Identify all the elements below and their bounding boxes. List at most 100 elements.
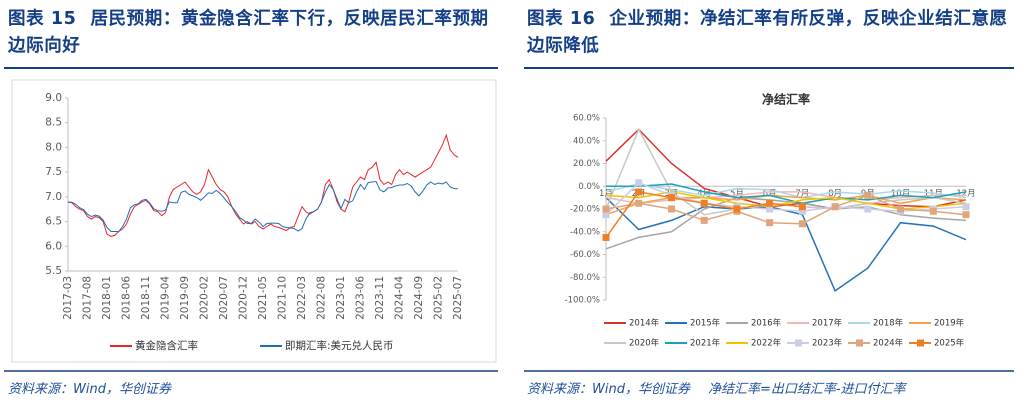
point-marker <box>798 203 806 211</box>
series-line <box>68 180 459 232</box>
y-tick-label: -40.0% <box>570 227 600 237</box>
y-tick-label: 40.0% <box>573 136 600 146</box>
series-line <box>605 191 966 205</box>
legend-marker <box>917 339 924 347</box>
x-tick-label: 2017-08 <box>82 276 94 320</box>
x-tick-label: 2023-06 <box>355 276 367 320</box>
y-tick-label: 0.0% <box>578 182 600 192</box>
point-marker <box>798 220 806 228</box>
x-tick-label: 2021-10 <box>277 276 289 320</box>
chart-frame <box>11 79 497 363</box>
y-tick-label: 20.0% <box>573 159 600 169</box>
panel-title: 图表 16 企业预期：净结汇率有所反弹，反映企业结汇意愿边际降低 <box>527 6 1013 60</box>
y-tick-label: -20.0% <box>570 205 600 215</box>
x-tick-label: 2024-04 <box>394 276 406 320</box>
x-tick-label: 2017-03 <box>62 276 74 320</box>
legend-label: 2021年 <box>690 338 721 349</box>
point-marker <box>897 205 905 213</box>
x-tick-label: 6月 <box>763 189 777 199</box>
x-tick-label: 4月 <box>697 189 711 199</box>
point-marker <box>635 188 643 196</box>
y-tick-label: 7.0 <box>45 191 62 203</box>
point-marker <box>766 219 774 227</box>
legend-label: 黄金隐含汇率 <box>135 339 198 352</box>
legend-marker <box>856 339 863 347</box>
y-tick-label: 7.5 <box>45 166 62 178</box>
x-tick-label: 2018-06 <box>121 276 133 320</box>
source: 资料来源：Wind，华创证券 <box>8 382 171 397</box>
x-tick-label: 2020-02 <box>199 276 211 320</box>
point-marker <box>667 194 675 202</box>
legend-label: 2022年 <box>751 338 782 349</box>
legend-label: 2019年 <box>934 318 965 329</box>
figure-label: 图表 15 <box>8 9 77 29</box>
point-marker <box>602 233 610 241</box>
y-tick-label: 6.0 <box>45 240 62 252</box>
point-marker <box>962 203 970 211</box>
source-text: 资料来源：Wind，华创证券 <box>527 382 690 397</box>
point-marker <box>864 205 872 213</box>
x-tick-label: 2019-04 <box>160 276 172 320</box>
x-tick-label: 2022-08 <box>316 276 328 320</box>
point-marker <box>766 205 774 213</box>
y-tick-label: 8.5 <box>45 117 62 129</box>
legend-label: 2024年 <box>873 338 904 349</box>
point-marker <box>602 211 610 219</box>
note: 净结汇率=出口结汇率-进口付汇率 <box>707 382 906 397</box>
series-line <box>605 196 967 250</box>
chart-title: 净结汇率 <box>762 92 810 107</box>
point-marker <box>864 191 872 199</box>
series-line <box>605 194 967 225</box>
legend-label: 2015年 <box>690 318 721 329</box>
point-marker <box>766 199 774 207</box>
series-line <box>605 181 967 216</box>
legend-label: 2020年 <box>629 338 660 349</box>
x-tick-label: 1月 <box>599 189 613 199</box>
x-tick-label: 7月 <box>795 189 809 199</box>
figure-label: 图表 16 <box>527 9 596 29</box>
legend-label: 2018年 <box>873 318 904 329</box>
x-tick-label: 2020-12 <box>238 276 250 320</box>
x-tick-label: 5月 <box>730 189 744 199</box>
x-tick-label: 8月 <box>828 189 842 199</box>
y-tick-label: 6.5 <box>45 216 62 228</box>
title-text: 居民预期：黄金隐含汇率下行，反映居民汇率预期边际向好 <box>8 9 489 56</box>
x-tick-label: 2022-03 <box>296 276 308 320</box>
y-tick-label: -80.0% <box>570 273 600 283</box>
x-tick-label: 2025-07 <box>452 276 464 320</box>
point-marker <box>733 205 741 213</box>
x-tick-label: 2018-01 <box>101 276 113 320</box>
point-marker <box>700 199 708 207</box>
x-tick-label: 2023-01 <box>335 276 347 320</box>
x-tick-label: 2021-05 <box>257 276 269 320</box>
y-tick-label: 9.0 <box>45 92 62 104</box>
series-line <box>606 183 967 205</box>
point-marker <box>700 216 708 224</box>
point-marker <box>929 207 937 215</box>
point-marker <box>635 199 643 207</box>
y-tick-label: 5.5 <box>45 265 62 277</box>
y-tick-label: -60.0% <box>570 250 600 260</box>
point-marker <box>602 205 610 213</box>
x-tick-label: 2024-09 <box>413 276 425 320</box>
point-marker <box>667 205 675 213</box>
x-tick-label: 2019-09 <box>179 276 191 320</box>
x-tick-label: 2018-11 <box>140 276 152 320</box>
legend-label: 2016年 <box>751 318 782 329</box>
series-line <box>605 197 967 293</box>
point-marker <box>962 211 970 219</box>
point-marker <box>831 203 839 211</box>
series-line <box>605 183 967 199</box>
y-tick-label: 8.0 <box>45 141 62 153</box>
legend-label: 2023年 <box>812 338 843 349</box>
legend-label: 2025年 <box>934 338 965 349</box>
legend-label: 即期汇率:美元兑人民币 <box>285 339 394 352</box>
point-marker <box>798 207 806 215</box>
legend-marker <box>795 339 802 347</box>
x-tick-label: 10月 <box>891 189 910 199</box>
x-tick-label: 2023-11 <box>374 276 386 320</box>
y-tick-label: 60.0% <box>573 114 600 124</box>
source: 资料来源：Wind，华创证券 净结汇率=出口结汇率-进口付汇率 <box>527 378 906 397</box>
